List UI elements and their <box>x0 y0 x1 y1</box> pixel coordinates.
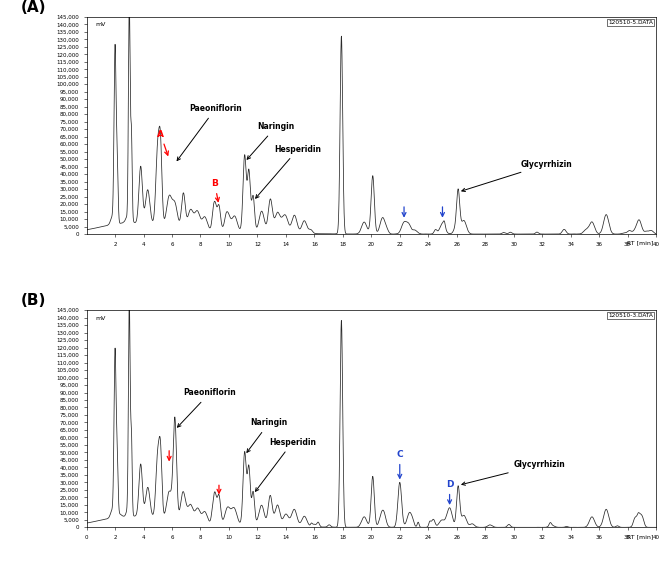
Text: B: B <box>211 179 219 201</box>
Text: mV: mV <box>95 315 105 320</box>
Text: Naringin: Naringin <box>247 122 294 159</box>
Text: mV: mV <box>95 22 105 27</box>
Text: RT [min]: RT [min] <box>627 534 653 539</box>
Text: RT [min]: RT [min] <box>627 241 653 246</box>
Text: Naringin: Naringin <box>247 419 288 452</box>
Text: D: D <box>446 480 454 504</box>
Text: Paeoniflorin: Paeoniflorin <box>178 389 236 427</box>
Text: C: C <box>396 450 403 478</box>
Text: Paeoniflorin: Paeoniflorin <box>177 104 242 160</box>
Text: 120510-5.DATA: 120510-5.DATA <box>608 20 653 25</box>
Text: Hesperidin: Hesperidin <box>256 145 322 198</box>
Text: 120510-3.DATA: 120510-3.DATA <box>608 314 653 318</box>
Text: Glycyrrhizin: Glycyrrhizin <box>462 160 573 191</box>
Text: (A): (A) <box>21 0 47 15</box>
Text: (B): (B) <box>21 293 47 308</box>
Text: A: A <box>157 130 168 155</box>
Text: Hesperidin: Hesperidin <box>256 438 316 491</box>
Text: Glycyrrhizin: Glycyrrhizin <box>462 461 565 485</box>
